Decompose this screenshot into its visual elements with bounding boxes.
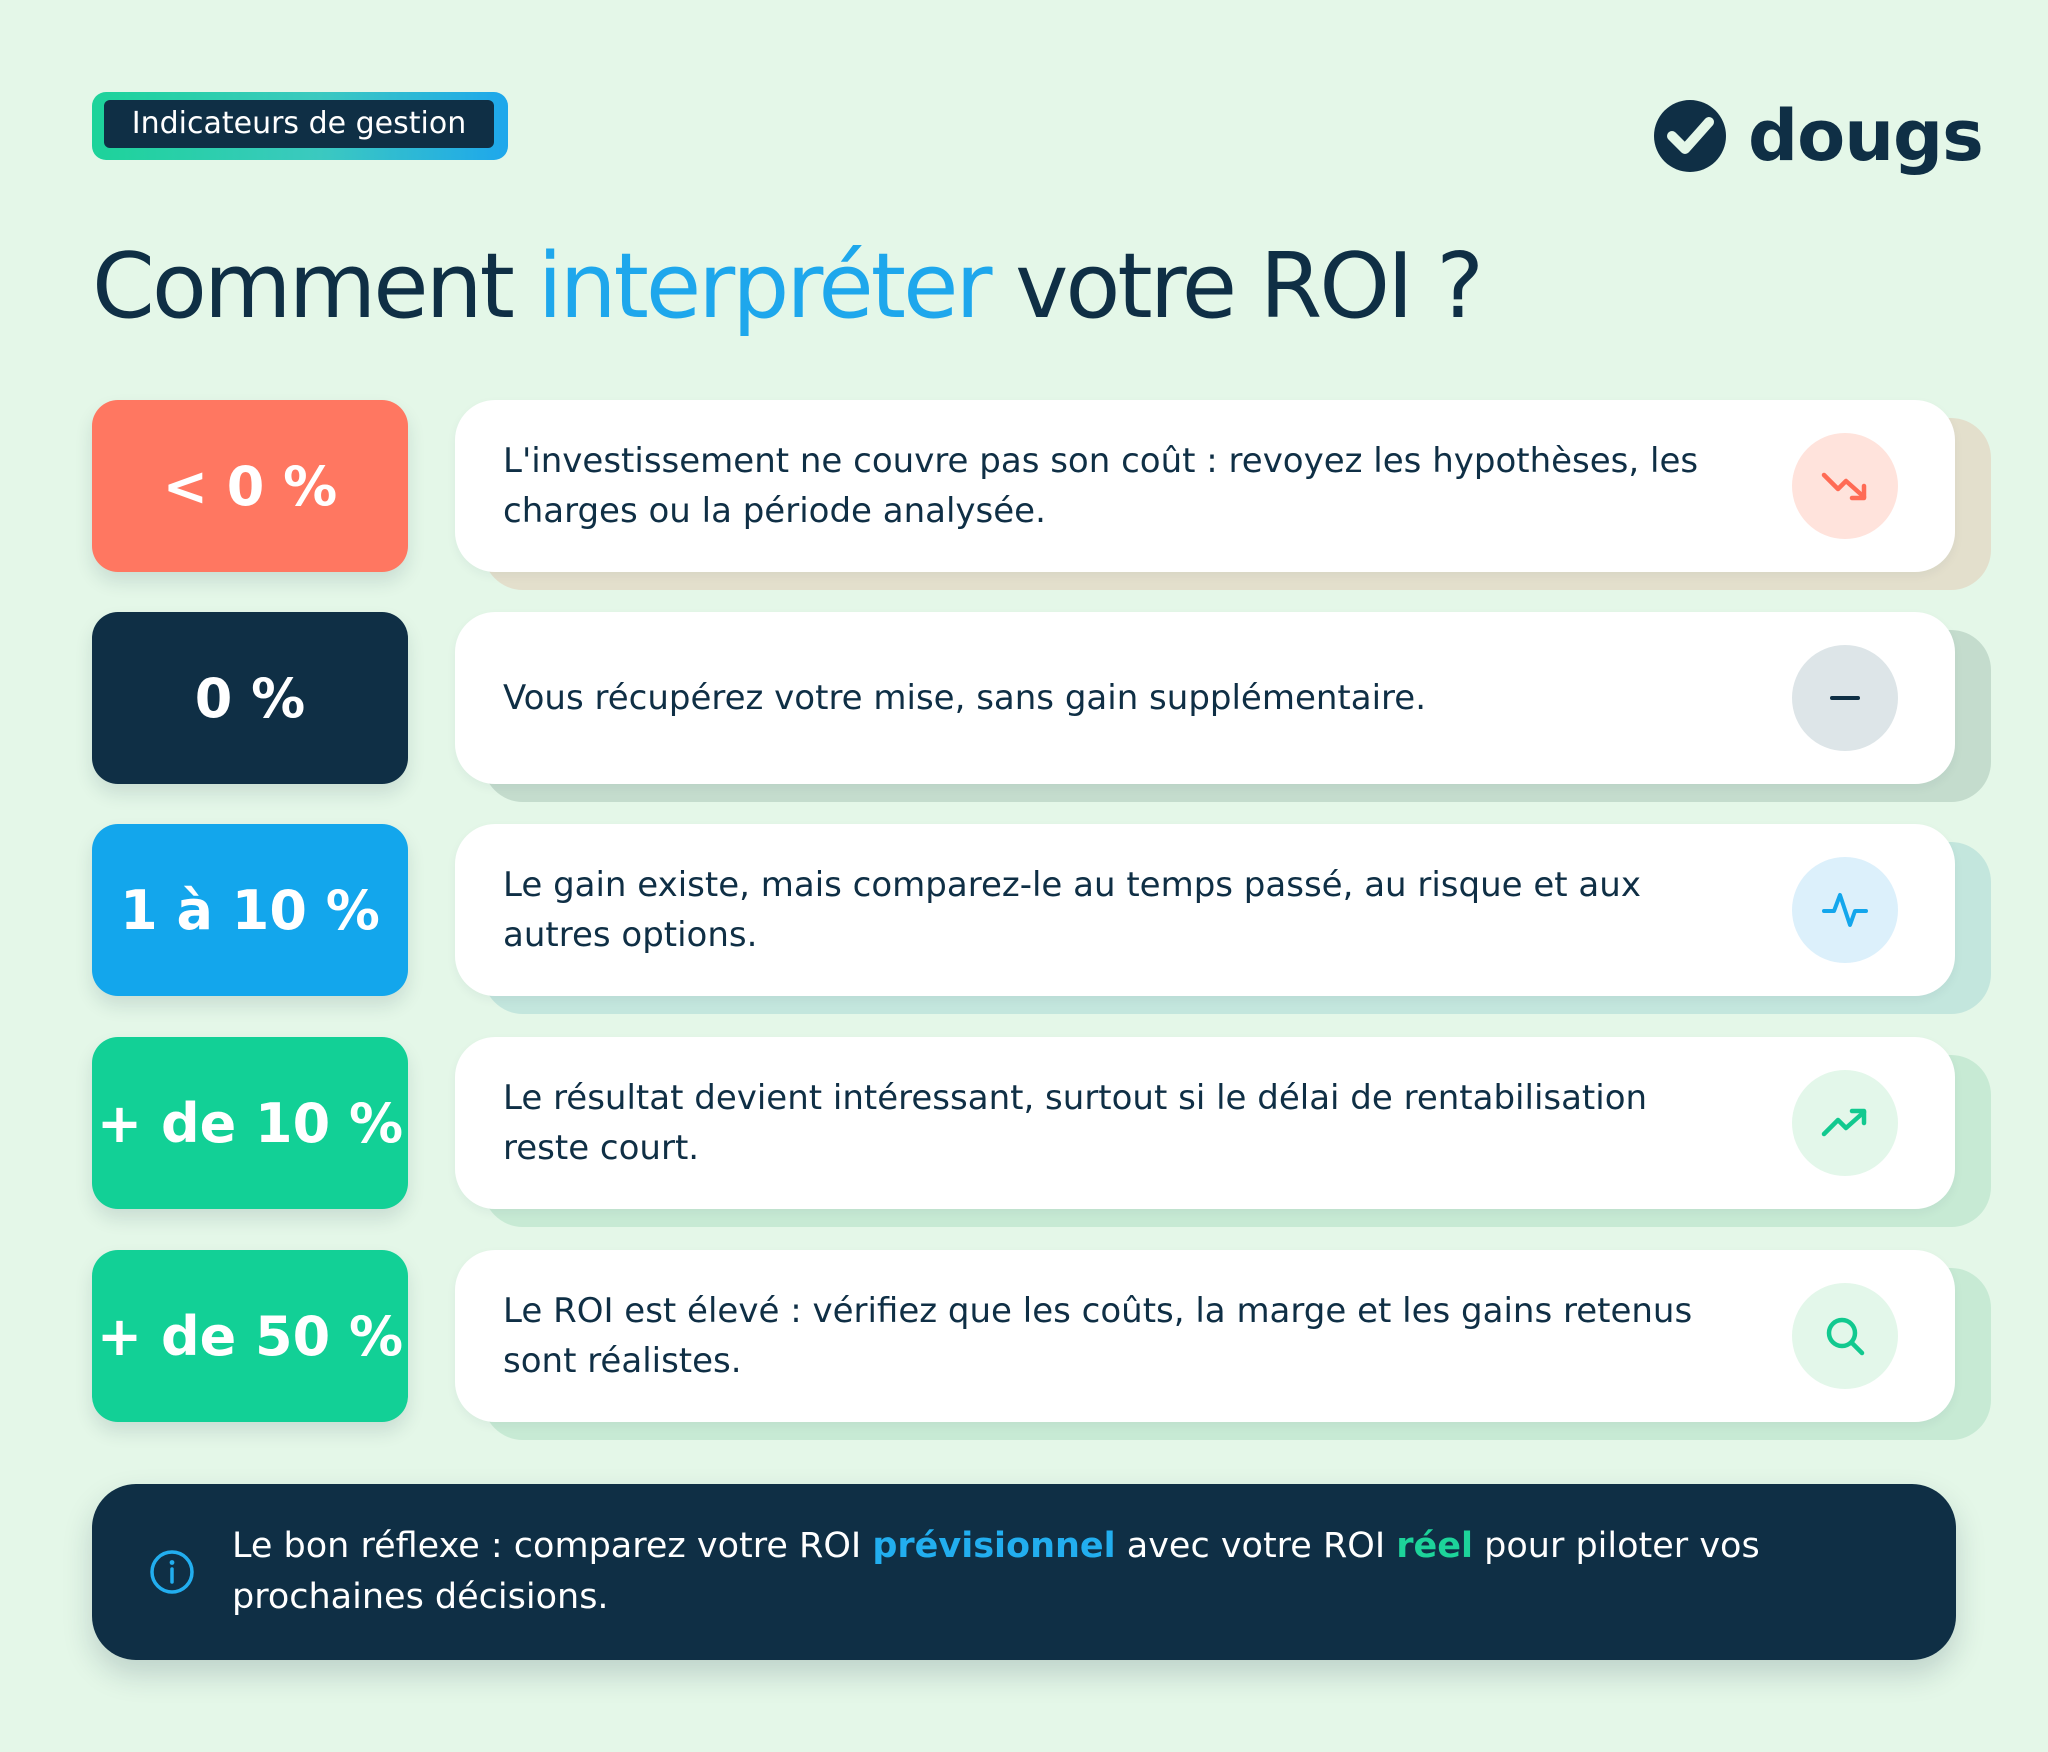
interpretation-text-content: Le gain existe, mais comparez-le au temp… <box>503 865 1641 955</box>
pulse-icon-badge <box>1792 857 1898 963</box>
interpretation-text-content: Le ROI est élevé : vérifiez que les coût… <box>503 1291 1693 1381</box>
tip-highlight-forecast: prévisionnel <box>872 1526 1116 1566</box>
dougs-logo: dougs <box>1652 95 1984 177</box>
roi-row: 0 % Vous récupérez votre mise, sans gain… <box>92 612 1991 802</box>
interpretation-text: Le résultat devient intéressant, surtout… <box>503 1037 1703 1209</box>
interpretation-card: Le ROI est élevé : vérifiez que les coût… <box>455 1250 1955 1422</box>
category-tag-label: Indicateurs de gestion <box>104 100 494 148</box>
roi-range-badge: 0 % <box>92 612 408 784</box>
trending-up-icon <box>1821 1108 1867 1137</box>
category-tag: Indicateurs de gestion <box>92 92 508 160</box>
tip-part3: pour piloter vos prochaines décisions. <box>232 1526 1760 1617</box>
interpretation-card: L'investissement ne couvre pas son coût … <box>455 400 1955 572</box>
tip-text: Le bon réflexe : comparez votre ROI prév… <box>232 1484 1912 1660</box>
interpretation-card: Le gain existe, mais comparez-le au temp… <box>455 824 1955 996</box>
tip-part2: avec votre ROI <box>1115 1526 1397 1566</box>
title-highlight: interpréter <box>537 234 993 339</box>
title-before: Comment <box>92 234 538 339</box>
brand-name: dougs <box>1748 95 1984 177</box>
search-icon-badge <box>1792 1283 1898 1389</box>
interpretation-card: Vous récupérez votre mise, sans gain sup… <box>455 612 1955 784</box>
page-title: Comment interpréter votre ROI ? <box>92 232 1484 342</box>
roi-range-badge: + de 10 % <box>92 1037 408 1209</box>
roi-row: < 0 % L'investissement ne couvre pas son… <box>92 400 1991 590</box>
roi-row: + de 50 % Le ROI est élevé : vérifiez qu… <box>92 1250 1991 1440</box>
minus-icon-badge <box>1792 645 1898 751</box>
trending-down-icon <box>1821 472 1867 501</box>
minus-icon <box>1830 696 1860 700</box>
tip-banner: Le bon réflexe : comparez votre ROI prév… <box>92 1484 1956 1660</box>
interpretation-text-content: L'investissement ne couvre pas son coût … <box>503 441 1699 531</box>
interpretation-text-content: Le résultat devient intéressant, surtout… <box>503 1078 1648 1168</box>
interpretation-text-content: Vous récupérez votre mise, sans gain sup… <box>503 678 1426 718</box>
tip-highlight-actual: réel <box>1396 1526 1474 1566</box>
info-icon <box>150 1550 194 1594</box>
roi-range-badge: 1 à 10 % <box>92 824 408 996</box>
interpretation-text: Vous récupérez votre mise, sans gain sup… <box>503 612 1703 784</box>
tip-part1: Le bon réflexe : comparez votre ROI <box>232 1526 873 1566</box>
interpretation-text: Le gain existe, mais comparez-le au temp… <box>503 824 1703 996</box>
interpretation-text: L'investissement ne couvre pas son coût … <box>503 400 1703 572</box>
roi-range-badge: + de 50 % <box>92 1250 408 1422</box>
roi-row: + de 10 % Le résultat devient intéressan… <box>92 1037 1991 1227</box>
check-circle-icon <box>1654 100 1726 172</box>
search-icon <box>1826 1317 1865 1356</box>
trending-down-icon-badge <box>1792 433 1898 539</box>
interpretation-card: Le résultat devient intéressant, surtout… <box>455 1037 1955 1209</box>
pulse-icon <box>1822 893 1868 927</box>
title-after: votre ROI ? <box>989 234 1484 339</box>
trending-up-icon-badge <box>1792 1070 1898 1176</box>
interpretation-text: Le ROI est élevé : vérifiez que les coût… <box>503 1250 1703 1422</box>
roi-range-badge: < 0 % <box>92 400 408 572</box>
roi-row: 1 à 10 % Le gain existe, mais comparez-l… <box>92 824 1991 1014</box>
